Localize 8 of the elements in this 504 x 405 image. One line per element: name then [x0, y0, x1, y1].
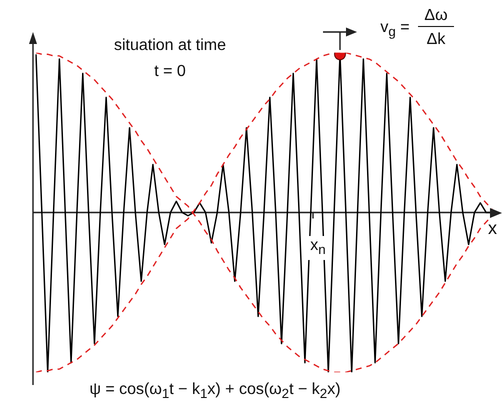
annotation: t = 0 [153, 62, 187, 82]
annotation: situation at time [112, 36, 228, 56]
x-axis-title: x [488, 218, 497, 239]
text: v$_{g}$ = [379, 18, 411, 42]
annotation: x$_{n}$ [306, 236, 330, 260]
text: ψ = cos(ω$_{1}$t − k$_{1}$x) + cos(ω$_{2}$t − k$_{2}$x) [89, 381, 341, 402]
text: Δk [426, 30, 446, 50]
text: Δω [418, 6, 454, 27]
